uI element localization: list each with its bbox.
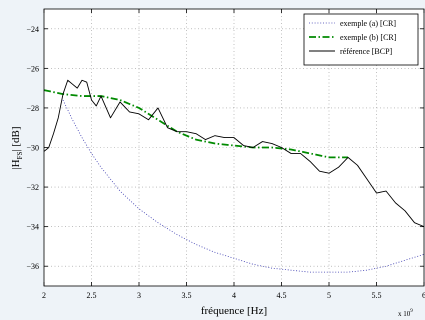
y-axis-label-main: |H — [10, 159, 22, 169]
x-tick-label: 2.5 — [87, 291, 97, 300]
legend-label-ref: référence [BCP] — [340, 47, 393, 56]
series-exemple-b — [43, 89, 348, 159]
y-axis-label-unit: | [dB] — [10, 126, 22, 151]
x-tick-label: 5.5 — [372, 291, 382, 300]
x-tick-label: 2 — [42, 291, 46, 300]
series-reference — [43, 79, 425, 228]
y-axis-label-sub: FS — [16, 151, 24, 159]
y-axis-label: |HFS| [dB] — [10, 126, 24, 169]
y-tick-label: −36 — [26, 262, 39, 271]
x-exponent: x 109 — [398, 309, 413, 318]
x-axis-label: fréquence [Hz] — [201, 305, 267, 317]
series-group — [43, 79, 425, 273]
y-tick-label: −28 — [26, 104, 39, 113]
legend-label-a: exemple (a) [CR] — [340, 19, 396, 28]
y-tick-label: −32 — [26, 183, 39, 192]
y-tick-label: −24 — [26, 25, 39, 34]
x-exponent-power: 9 — [410, 309, 413, 314]
x-tick-label: 3.5 — [182, 291, 192, 300]
legend-box — [303, 13, 419, 66]
y-tick-label: −34 — [26, 223, 39, 232]
x-exponent-base: x 10 — [398, 310, 411, 318]
axis-ticks: 2 2.5 3 3.5 4 4.5 5 5.5 6 −36 −34 −32 −30 −28 −26 −24 — [26, 9, 425, 300]
legend: exemple (a) [CR] exemple (b) [CR] référe… — [303, 13, 419, 66]
y-tick-label: −30 — [26, 144, 39, 153]
y-tick-label: −26 — [26, 64, 39, 73]
x-tick-label: 4 — [232, 291, 236, 300]
x-tick-label: 6 — [422, 291, 425, 300]
x-tick-label: 3 — [137, 291, 141, 300]
legend-label-b: exemple (b) [CR] — [340, 33, 397, 42]
x-tick-label: 4.5 — [277, 291, 287, 300]
x-tick-label: 5 — [327, 291, 331, 300]
